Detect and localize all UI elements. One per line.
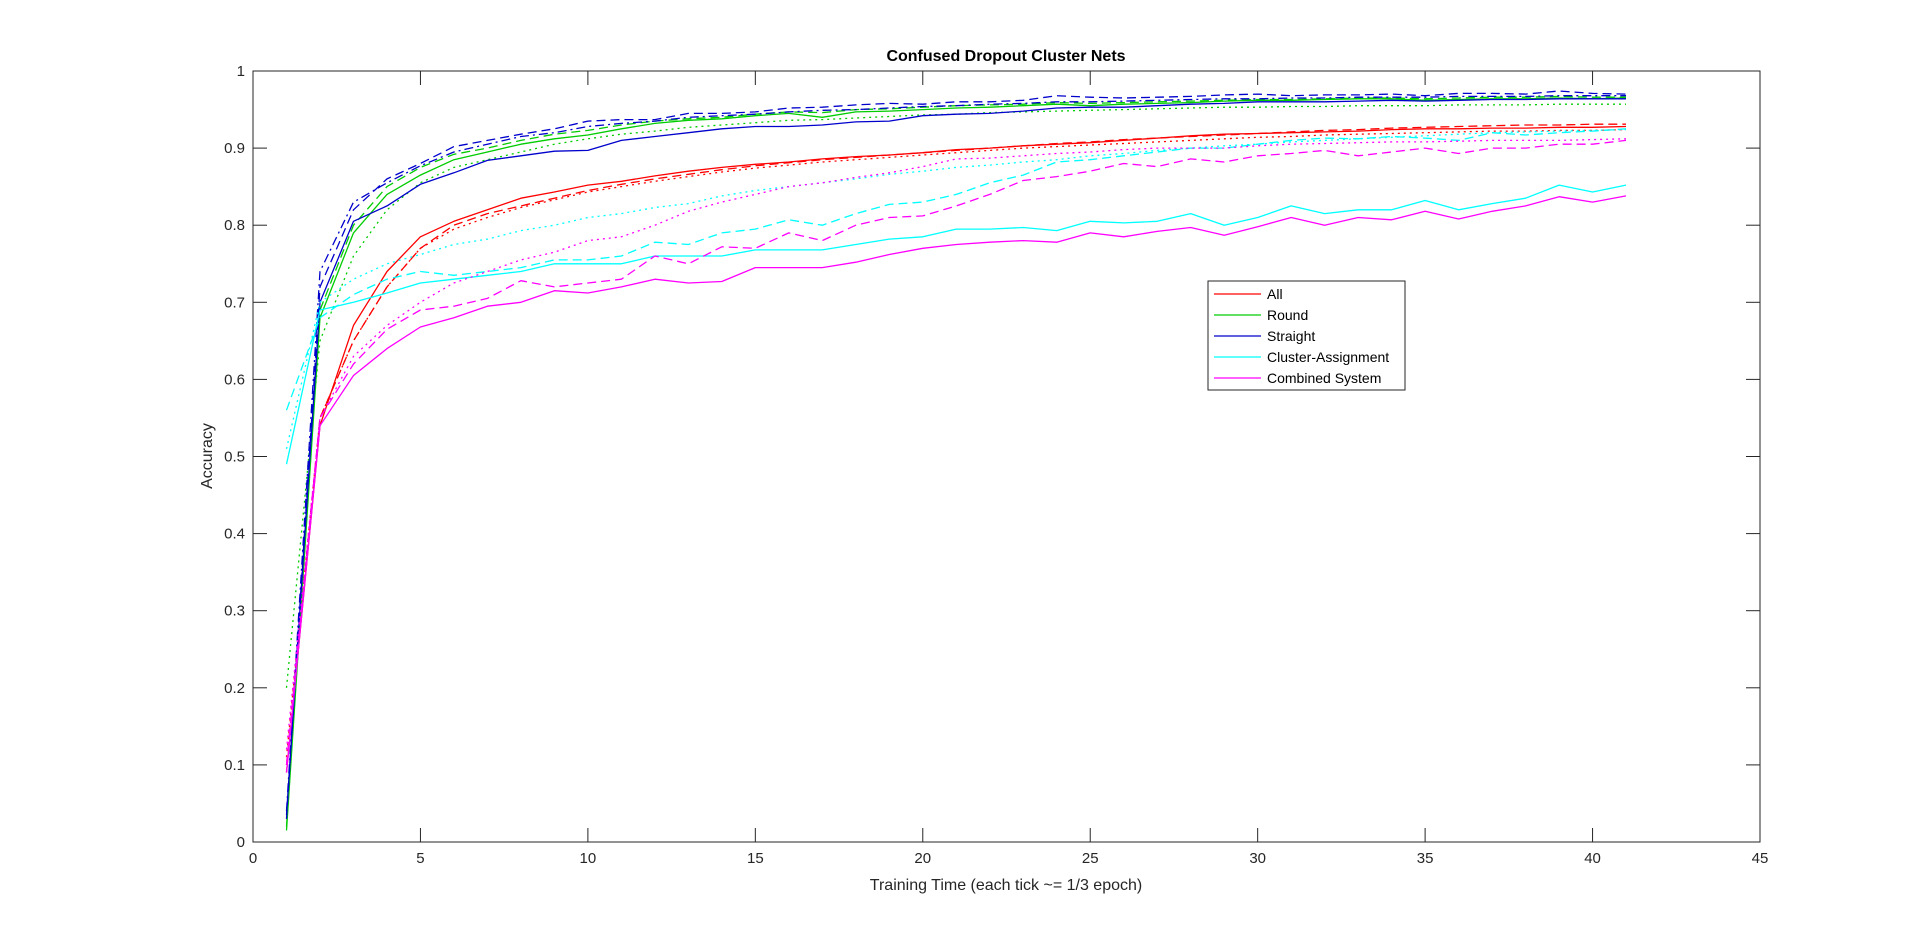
y-tick-label: 0.7 [224,294,245,311]
legend-label: Round [1267,307,1308,323]
x-tick-label: 35 [1417,850,1434,867]
y-tick-label: 0 [237,834,245,851]
series-line-straight-dashdot [285,95,1626,812]
x-axis-title: Training Time (each tick ~= 1/3 epoch) [870,877,1142,894]
y-tick-label: 0.2 [224,680,245,697]
series-line-combined-system-dashed [285,139,1627,765]
x-tick-label: 20 [914,850,931,867]
y-tick-label: 0.9 [224,140,245,157]
y-tick-label: 0.3 [224,603,245,620]
plot-area [253,71,1760,842]
legend-label: All [1267,286,1283,302]
series-line-cluster-assignment-solid [285,184,1627,465]
series-line-straight-solid [285,98,1626,816]
x-tick-label: 0 [249,850,257,867]
legend-label: Combined System [1267,370,1381,386]
series-line-cluster-assignment-dotted [285,128,1627,449]
series-line-cluster-assignment-dashed [285,128,1627,411]
y-tick-label: 0.4 [224,526,245,543]
chart-title: Confused Dropout Cluster Nets [886,48,1125,65]
y-tick-label: 0.1 [224,757,245,774]
axes-layer: 0 5 10 15 20 25 30 35 40 45 0 0.1 0.2 0.3 0.4 0.5 0.6 0.7… [224,63,1768,867]
series-line-combined-system-solid [285,195,1627,773]
series-line-all-dotted [285,128,1627,758]
series-line-round-solid [285,97,1627,831]
x-tick-label: 45 [1752,850,1769,867]
legend-label: Cluster-Assignment [1267,349,1389,365]
x-tick-label: 25 [1082,850,1099,867]
x-tick-label: 40 [1584,850,1601,867]
x-tick-label: 10 [580,850,597,867]
series-line-combined-system-dotted [285,138,1627,750]
legend-label: Straight [1267,328,1315,344]
y-tick-label: 0.8 [224,217,245,234]
y-tick-label: 0.6 [224,371,245,388]
series-layer [285,90,1627,831]
legend: All Round Straight Cluster-Assignment Combin… [1207,280,1406,391]
y-axis-title: Accuracy [199,423,216,489]
x-tick-label: 30 [1249,850,1266,867]
x-tick-label: 5 [416,850,424,867]
y-tick-label: 1 [237,63,245,80]
y-tick-label: 0.5 [224,449,245,466]
series-line-all-solid [285,125,1627,773]
series-line-all-dashed [285,123,1626,765]
x-tick-label: 15 [747,850,764,867]
